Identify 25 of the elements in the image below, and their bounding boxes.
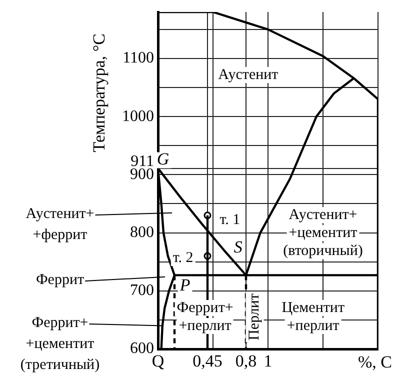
y-axis-title: Температура, °C — [89, 34, 108, 152]
x-tick-label: 0,45 — [192, 352, 222, 371]
annotation: Феррит+ +цементит (третичный) — [20, 314, 100, 373]
annotation: Перлит — [246, 293, 263, 340]
annotation: т. 2 — [172, 250, 194, 266]
x-axis-title: %, C — [358, 352, 392, 372]
annotation: G — [156, 150, 170, 169]
y-tick-label: 800 — [130, 224, 154, 241]
y-tick-label: 600 — [130, 340, 154, 358]
y-tick-label: 1100 — [122, 50, 154, 67]
text: Феррит — [36, 272, 84, 288]
annotation: Аустенит — [218, 66, 279, 83]
text: Аустенит+ +феррит — [26, 206, 94, 243]
y-tick-label: 900 — [130, 166, 154, 183]
y-tick-label: 700 — [130, 282, 154, 300]
annotation: Цементит +перлит — [282, 300, 345, 334]
x-tick-label: 1 — [264, 352, 272, 371]
annotation: Феррит+ +перлит — [176, 300, 234, 334]
x-tick-label: Q — [152, 352, 164, 371]
y-tick-label: 1000 — [122, 108, 154, 125]
x-tick-label: 0,8 — [235, 352, 257, 371]
annotation: Аустенит+ +цементит (вторичный) — [283, 207, 363, 260]
annotation: S — [234, 237, 243, 256]
annotation: т. 1 — [220, 212, 240, 228]
annotation: P — [178, 275, 190, 294]
